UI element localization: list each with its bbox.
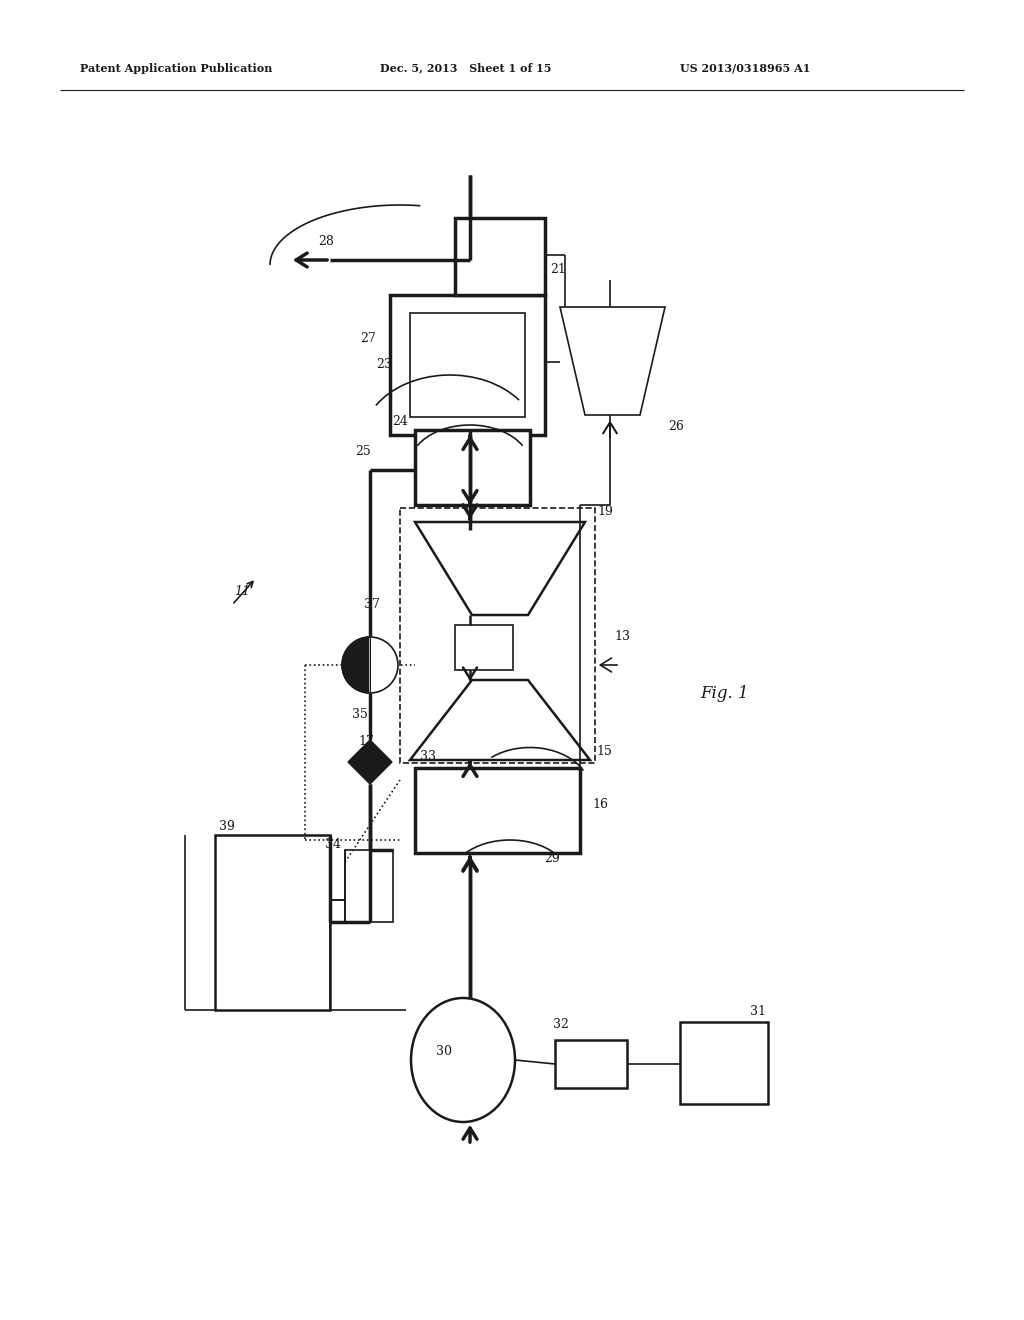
Polygon shape [348,741,392,784]
Text: 23: 23 [376,358,392,371]
Bar [680,1022,768,1104]
Text: 33: 33 [420,750,436,763]
Text: 34: 34 [325,838,341,851]
Polygon shape [560,308,665,414]
Text: 32: 32 [553,1018,569,1031]
Bar [415,768,580,853]
Ellipse shape [411,998,515,1122]
Text: US 2013/0318965 A1: US 2013/0318965 A1 [680,62,810,74]
Text: 19: 19 [597,506,613,517]
Text: 15: 15 [596,744,612,758]
Text: 29: 29 [544,851,560,865]
Text: Dec. 5, 2013   Sheet 1 of 15: Dec. 5, 2013 Sheet 1 of 15 [380,62,552,74]
Bar [345,850,393,921]
Text: 21: 21 [550,263,566,276]
Text: 26: 26 [668,420,684,433]
Bar [400,508,595,763]
Bar [455,624,513,671]
Text: 39: 39 [219,820,234,833]
Polygon shape [370,638,398,693]
Bar [215,836,330,1010]
Bar [410,313,525,417]
Text: 11: 11 [234,585,250,598]
Text: 30: 30 [436,1045,452,1059]
Bar [390,294,545,436]
Bar [415,430,530,506]
Text: 13: 13 [614,630,630,643]
Bar [455,218,545,294]
Text: 27: 27 [360,333,376,345]
Text: Patent Application Publication: Patent Application Publication [80,62,272,74]
Polygon shape [410,680,590,760]
Text: 37: 37 [364,598,380,611]
Text: 35: 35 [352,708,368,721]
Text: 24: 24 [392,414,408,428]
Text: 28: 28 [318,235,334,248]
Polygon shape [342,638,370,693]
Text: 16: 16 [592,799,608,810]
Text: Fig. 1: Fig. 1 [700,685,749,702]
Polygon shape [415,521,585,615]
Text: 25: 25 [355,445,371,458]
Bar [555,1040,627,1088]
Text: 31: 31 [750,1005,766,1018]
Text: 17: 17 [358,735,374,748]
